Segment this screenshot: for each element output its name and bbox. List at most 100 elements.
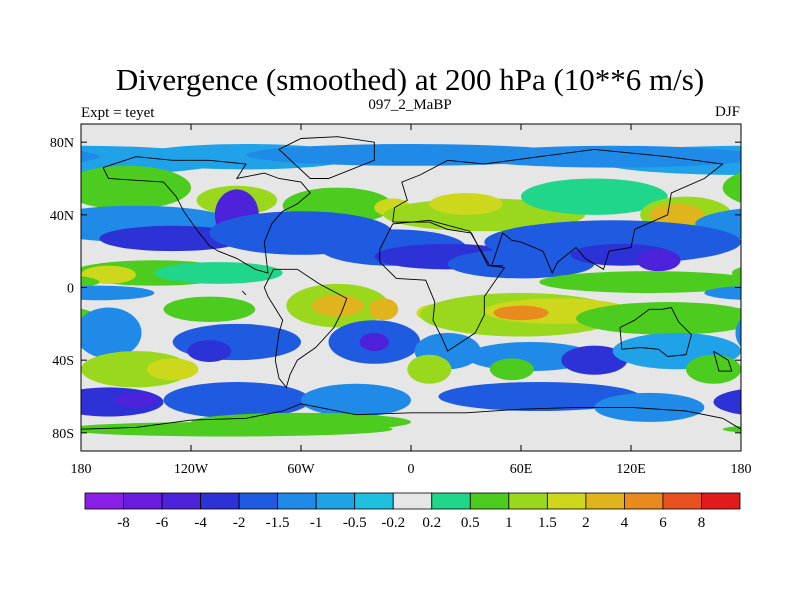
coastline bbox=[241, 290, 247, 296]
coastline bbox=[619, 306, 693, 357]
colorbar-swatch bbox=[392, 492, 433, 510]
contour-region bbox=[735, 318, 741, 347]
coastline bbox=[263, 268, 348, 389]
colorbar-label: -2 bbox=[233, 515, 246, 531]
colorbar-swatch bbox=[508, 492, 548, 510]
coastline bbox=[379, 219, 506, 352]
contour-region bbox=[114, 392, 158, 408]
colorbar-swatch bbox=[585, 492, 625, 510]
x-tick-label: 0 bbox=[408, 462, 415, 477]
colorbar-swatch bbox=[354, 492, 394, 510]
colorbar-swatch bbox=[84, 492, 124, 510]
contour-region bbox=[163, 296, 256, 323]
colorbar-swatch bbox=[315, 492, 356, 510]
coastline bbox=[81, 403, 302, 430]
y-tick-label: 80N bbox=[50, 136, 74, 151]
colorbar-swatch bbox=[123, 492, 163, 510]
x-tick-label: 120E bbox=[616, 462, 646, 477]
contour-region bbox=[686, 354, 741, 384]
contour-region bbox=[731, 267, 741, 279]
contour-region bbox=[484, 220, 741, 264]
contour-region bbox=[147, 358, 199, 381]
contour-region bbox=[741, 266, 796, 284]
y-tick-label: 0 bbox=[67, 282, 74, 297]
coastline bbox=[392, 148, 724, 275]
colorbar-swatch bbox=[469, 492, 510, 510]
colorbar-label: -4 bbox=[194, 515, 207, 531]
colorbar-swatch bbox=[277, 492, 317, 510]
colorbar-label: 8 bbox=[698, 515, 706, 531]
map-field bbox=[81, 124, 800, 451]
x-tick-label: 60E bbox=[510, 462, 533, 477]
y-tick-label: 40N bbox=[50, 209, 74, 224]
chart-title: Divergence (smoothed) at 200 hPa (10**6 … bbox=[116, 62, 704, 97]
colorbar-label: -1.5 bbox=[266, 515, 290, 531]
contour-region bbox=[407, 354, 452, 384]
coastline bbox=[278, 136, 375, 179]
contour-region bbox=[312, 294, 364, 317]
contour-region bbox=[301, 383, 411, 417]
colorbar-swatch bbox=[238, 492, 279, 510]
contour-region bbox=[154, 262, 283, 284]
contour-region bbox=[438, 381, 641, 412]
contour-region bbox=[649, 203, 705, 226]
x-tick-label: 60W bbox=[287, 462, 315, 477]
contour-region bbox=[493, 305, 549, 321]
colorbar-label: 6 bbox=[659, 515, 667, 531]
colorbar-swatch bbox=[431, 492, 471, 510]
colorbar-label: 0.5 bbox=[461, 515, 480, 531]
x-tick-label: 180 bbox=[71, 462, 92, 477]
contour-region bbox=[489, 358, 534, 381]
colorbar: -8 -6 -4 -2 -1.5 -1 -0.5 -0.2 0.2 0.5 1 1.5 2 4 6 8 bbox=[84, 492, 741, 531]
colorbar-label: -0.2 bbox=[381, 515, 405, 531]
colorbar-swatch bbox=[200, 492, 240, 510]
contour-region bbox=[99, 225, 246, 252]
colorbar-swatch bbox=[161, 492, 201, 510]
experiment-label: Expt = teyet bbox=[81, 105, 155, 121]
contour-region bbox=[521, 178, 668, 215]
contour-region bbox=[636, 249, 681, 272]
contour-region bbox=[429, 193, 503, 215]
colorbar-swatch bbox=[624, 492, 664, 510]
coastline bbox=[300, 403, 741, 430]
contour-region bbox=[466, 145, 741, 168]
contour-region bbox=[163, 381, 311, 419]
colorbar-label: 1 bbox=[505, 515, 513, 531]
x-axis: 180 120W 60W 0 60E 120E 180 bbox=[71, 124, 752, 477]
contour-region bbox=[187, 340, 232, 362]
colorbar-swatch bbox=[662, 492, 702, 510]
colorbar-swatch bbox=[701, 492, 741, 510]
contour-region bbox=[576, 302, 741, 335]
season-label: DJF bbox=[715, 104, 740, 120]
colorbar-label: -6 bbox=[156, 515, 169, 531]
colorbar-label: 1.5 bbox=[538, 515, 557, 531]
coastline bbox=[713, 350, 733, 372]
y-tick-label: 40S bbox=[52, 354, 74, 369]
contour-region bbox=[368, 298, 399, 321]
contour-region bbox=[594, 392, 705, 422]
contour-region bbox=[359, 332, 390, 352]
contour-region bbox=[741, 351, 800, 387]
contour-region bbox=[561, 345, 628, 375]
colorbar-label: -0.5 bbox=[343, 515, 367, 531]
y-tick-label: 80S bbox=[52, 427, 74, 442]
contour-region bbox=[81, 276, 100, 289]
colorbar-label: 0.2 bbox=[422, 515, 441, 531]
x-tick-label: 180 bbox=[731, 462, 752, 477]
run-label: 097_2_MaBP bbox=[368, 97, 451, 113]
contour-region bbox=[81, 165, 191, 210]
colorbar-label: 4 bbox=[621, 515, 629, 531]
x-tick-label: 120W bbox=[174, 462, 209, 477]
contour-region bbox=[713, 389, 741, 415]
colorbar-label: -1 bbox=[310, 515, 323, 531]
contour-region bbox=[704, 286, 741, 300]
colorbar-label: -8 bbox=[117, 515, 130, 531]
contour-region bbox=[722, 425, 741, 433]
colorbar-swatch bbox=[546, 492, 587, 510]
contour-region bbox=[539, 271, 741, 293]
y-axis: 80N 40N 0 40S 80S bbox=[50, 136, 741, 442]
contour-region bbox=[81, 307, 142, 359]
coastline bbox=[102, 156, 311, 274]
contour-region bbox=[81, 151, 100, 162]
